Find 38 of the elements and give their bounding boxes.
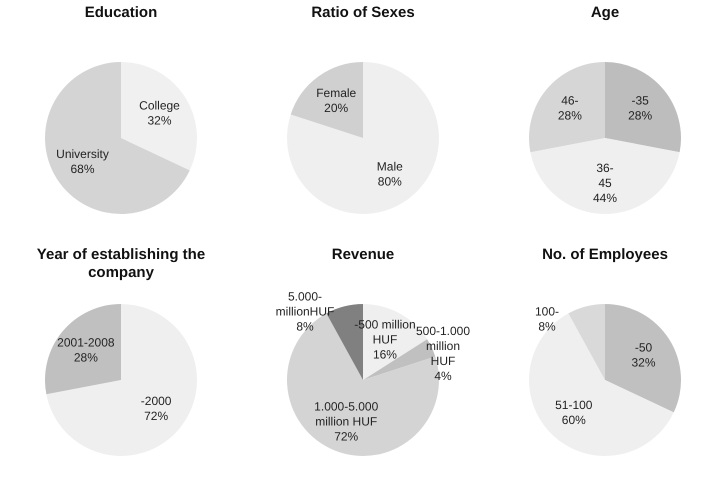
slice-label: -500 million HUF (354, 317, 416, 346)
slice-label: 100- (534, 304, 560, 318)
data-label: 8% (538, 319, 556, 334)
slice-label: University (56, 147, 109, 162)
data-label: 68% (70, 162, 95, 176)
data-label: 72% (144, 408, 168, 423)
chart-title: Education (84, 4, 158, 22)
chart-title: Revenue (330, 246, 396, 264)
data-label: 28% (558, 108, 582, 123)
chart-title: Year of establishing the company (36, 246, 206, 282)
slice-label: 500-1.000 million HUF (416, 324, 470, 368)
slice-label: 2001-2008 (57, 336, 115, 350)
slice-label: Female (316, 86, 357, 100)
slice-label: 36- 45 (596, 160, 614, 190)
data-label: 8% (296, 319, 314, 334)
data-label: 20% (324, 100, 349, 115)
chart-title: Ratio of Sexes (310, 4, 416, 22)
data-label: 80% (378, 174, 402, 189)
slice-label: 5.000- millionHUF (276, 289, 334, 318)
slice-label: -35 (631, 94, 650, 108)
data-label: 28% (628, 108, 652, 123)
data-label: 4% (434, 368, 452, 383)
slice-label: -2000 (140, 394, 172, 408)
data-label: 72% (334, 430, 359, 444)
data-label: 44% (592, 190, 618, 205)
chart-title: No. of Employees (541, 246, 669, 264)
data-label: 16% (372, 347, 398, 362)
slice-label: 51-100 (555, 398, 593, 412)
data-label: 60% (562, 413, 586, 428)
data-label: 32% (631, 355, 656, 370)
slice-label: College (139, 98, 180, 112)
slice-label: Male (376, 160, 404, 174)
slice-label: -50 (634, 340, 652, 354)
slice-label: 46- (561, 94, 579, 108)
slice-label: 1.000-5.000 million HUF (314, 400, 379, 429)
data-label: 28% (74, 350, 98, 365)
chart-title: Age (590, 4, 620, 22)
data-label: 32% (147, 113, 172, 128)
